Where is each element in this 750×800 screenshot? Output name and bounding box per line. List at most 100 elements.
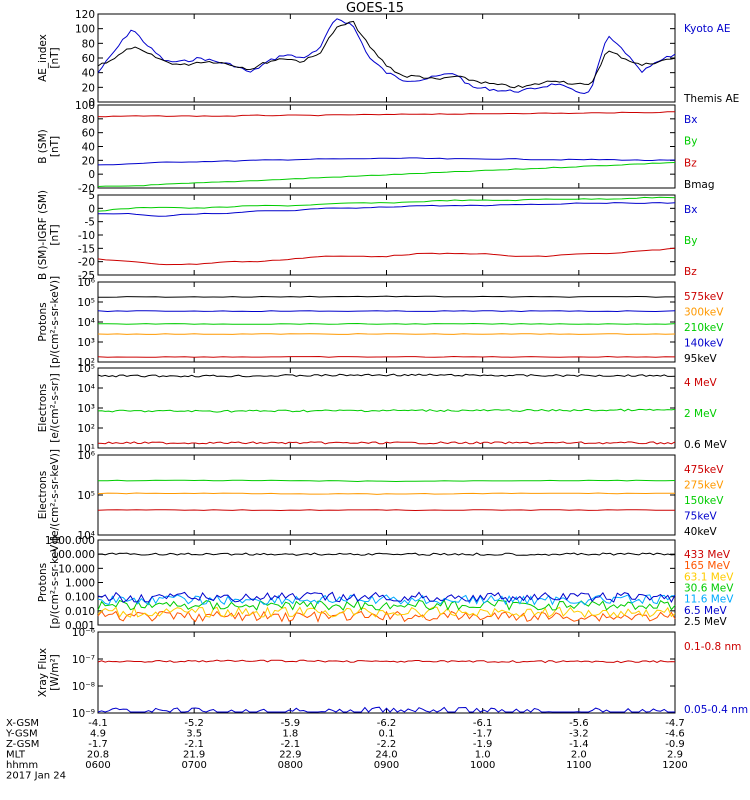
y-axis-label-b-igrf: [nT]: [49, 224, 61, 245]
plot-title: GOES-15: [345, 1, 404, 16]
y-tick-label-protons-low: 10²: [77, 357, 95, 369]
series-line-protons-high-3: [97, 599, 676, 612]
series-line-b-igrf-2: [97, 247, 676, 266]
series-line-protons-high-6: [97, 552, 676, 556]
y-tick-label-protons-high: 10.000: [58, 563, 95, 575]
y-tick-label-b-igrf: 5: [88, 190, 95, 202]
y-tick-label-xray: 10⁻⁸: [72, 681, 95, 693]
ephemeris-value: -1.7: [473, 729, 493, 740]
ephemeris-value: 1100: [566, 760, 591, 771]
ephemeris-value: -3.2: [569, 729, 589, 740]
y-tick-label-electrons-high: 10³: [77, 403, 95, 415]
legend-label-b-igrf-2: Bz: [684, 266, 697, 278]
y-axis-label-electrons-high: [e/(cm²-s-sr)]: [49, 373, 61, 442]
panel-frame-electrons-high: [97, 367, 676, 449]
ephemeris-value: 3.5: [186, 729, 202, 740]
y-axis-label-b-sm: B (SM): [37, 129, 49, 163]
ephemeris-value: -2.2: [377, 739, 397, 750]
ephemeris-row-label: MLT: [6, 750, 26, 761]
ephemeris-value: 0600: [85, 760, 110, 771]
y-tick-label-electrons-high: 10²: [77, 423, 95, 435]
series-line-electrons-high-0: [97, 441, 676, 445]
y-tick-label-protons-high: 0.001: [65, 620, 95, 632]
legend-label-electrons-high-1: 2 MeV: [684, 408, 718, 420]
legend-label-electrons-low-0: 475keV: [684, 464, 724, 476]
y-tick-label-ae: 20: [82, 82, 95, 94]
legend-label-protons-low-1: 300keV: [684, 307, 724, 319]
legend-label-protons-high-5: 6.5 MeV: [684, 605, 728, 617]
series-line-b-sm-2: [97, 111, 675, 118]
legend-label-b-sm-0: Bx: [684, 114, 697, 126]
legend-label-ae-0: Kyoto AE: [684, 23, 730, 35]
legend-label-b-sm-1: By: [684, 136, 697, 148]
y-tick-label-electrons-high: 10¹: [77, 443, 95, 455]
series-line-protons-low-4: [98, 295, 675, 298]
ephemeris-value: -4.1: [88, 718, 108, 729]
y-axis-label-protons-low: Protons: [37, 302, 49, 341]
ephemeris-value: 0.1: [379, 729, 395, 740]
ephemeris-date: 2017 Jan 24: [6, 771, 66, 782]
y-axis-label-b-sm: [nT]: [49, 136, 61, 157]
ephemeris-value: -4.7: [665, 718, 685, 729]
y-tick-label-protons-high: 100.000: [52, 549, 95, 561]
y-tick-label-electrons-low: 10⁴: [77, 530, 95, 542]
ephemeris-value: 1.8: [282, 729, 298, 740]
legend-label-protons-high-0: 433 MeV: [684, 549, 731, 561]
panel-frame-ae: [97, 13, 676, 103]
ephemeris-value: -5.2: [184, 718, 204, 729]
y-tick-label-electrons-high: 10⁵: [77, 363, 95, 375]
panel-frame-xray: [97, 631, 676, 714]
legend-label-electrons-high-2: 0.6 MeV: [684, 439, 728, 451]
y-axis-label-b-igrf: B (SM)-IGRF (SM): [37, 190, 49, 280]
panel-frame-protons-low: [97, 281, 676, 363]
ephemeris-value: 4.9: [90, 729, 106, 740]
y-axis-label-protons-high: [p/(cm²-s-sr-keV)]: [49, 536, 61, 628]
y-axis-label-xray: Xray Flux: [37, 648, 49, 697]
ephemeris-value: 1.0: [475, 750, 491, 761]
y-tick-label-b-sm: 20: [82, 155, 95, 167]
ephemeris-value: -1.4: [569, 739, 589, 750]
y-tick-label-ae: 120: [75, 9, 95, 21]
legend-label-protons-high-4: 11.6 MeV: [684, 594, 734, 606]
y-tick-label-xray: 10⁻⁷: [72, 654, 95, 666]
legend-label-protons-high-1: 165 MeV: [684, 560, 731, 572]
ephemeris-value: -6.1: [473, 718, 493, 729]
series-line-b-igrf-1: [97, 196, 676, 212]
ephemeris-row-label: Y-GSM: [5, 729, 38, 740]
y-tick-label-b-sm: 40: [82, 142, 95, 154]
ephemeris-value: -1.7: [88, 739, 108, 750]
y-axis-label-protons-low: [p/(cm²-s-sr-keV)]: [49, 276, 61, 368]
legend-label-b-sm-2: Bz: [684, 157, 697, 169]
y-tick-label-b-sm: -20: [78, 183, 95, 195]
ephemeris-value: -6.2: [377, 718, 397, 729]
series-line-protons-high-4: [97, 594, 676, 606]
y-tick-label-xray: 10⁻⁶: [72, 627, 95, 639]
legend-label-protons-high-2: 63.1 MeV: [684, 571, 734, 583]
legend-label-protons-low-0: 575keV: [684, 291, 724, 303]
y-tick-label-b-sm: 100: [75, 100, 95, 112]
y-tick-label-b-sm: 80: [82, 114, 95, 126]
y-axis-label-protons-high: Protons: [37, 563, 49, 602]
y-tick-label-protons-high: 0.100: [65, 592, 95, 604]
legend-label-electrons-low-2: 150keV: [684, 495, 724, 507]
y-tick-label-protons-high: 0.010: [65, 606, 95, 618]
ephemeris-row-label: X-GSM: [6, 718, 39, 729]
legend-label-electrons-low-4: 40keV: [684, 526, 718, 538]
y-tick-label-b-igrf: -25: [78, 270, 95, 282]
legend-label-xray-0: 0.1-0.8 nm: [684, 641, 741, 653]
series-line-electrons-low-2: [97, 479, 676, 483]
legend-label-electrons-low-1: 275keV: [684, 480, 724, 492]
y-tick-label-protons-low: 10⁶: [77, 277, 95, 289]
y-tick-label-electrons-high: 10⁴: [77, 383, 95, 395]
series-line-xray-0: [97, 659, 676, 664]
legend-label-electrons-high-0: 4 MeV: [684, 377, 718, 389]
y-tick-label-ae: 80: [82, 38, 95, 50]
y-tick-label-protons-low: 10⁵: [77, 297, 95, 309]
ephemeris-value: -0.9: [665, 739, 685, 750]
series-line-b-igrf-0: [97, 202, 676, 217]
y-tick-label-b-sm: 60: [82, 128, 95, 140]
y-tick-label-ae: 0: [88, 97, 95, 109]
y-tick-label-b-igrf: -15: [78, 243, 95, 255]
legend-label-electrons-low-3: 75keV: [684, 511, 718, 523]
legend-label-xray-1: 0.05-0.4 nm: [684, 704, 748, 716]
